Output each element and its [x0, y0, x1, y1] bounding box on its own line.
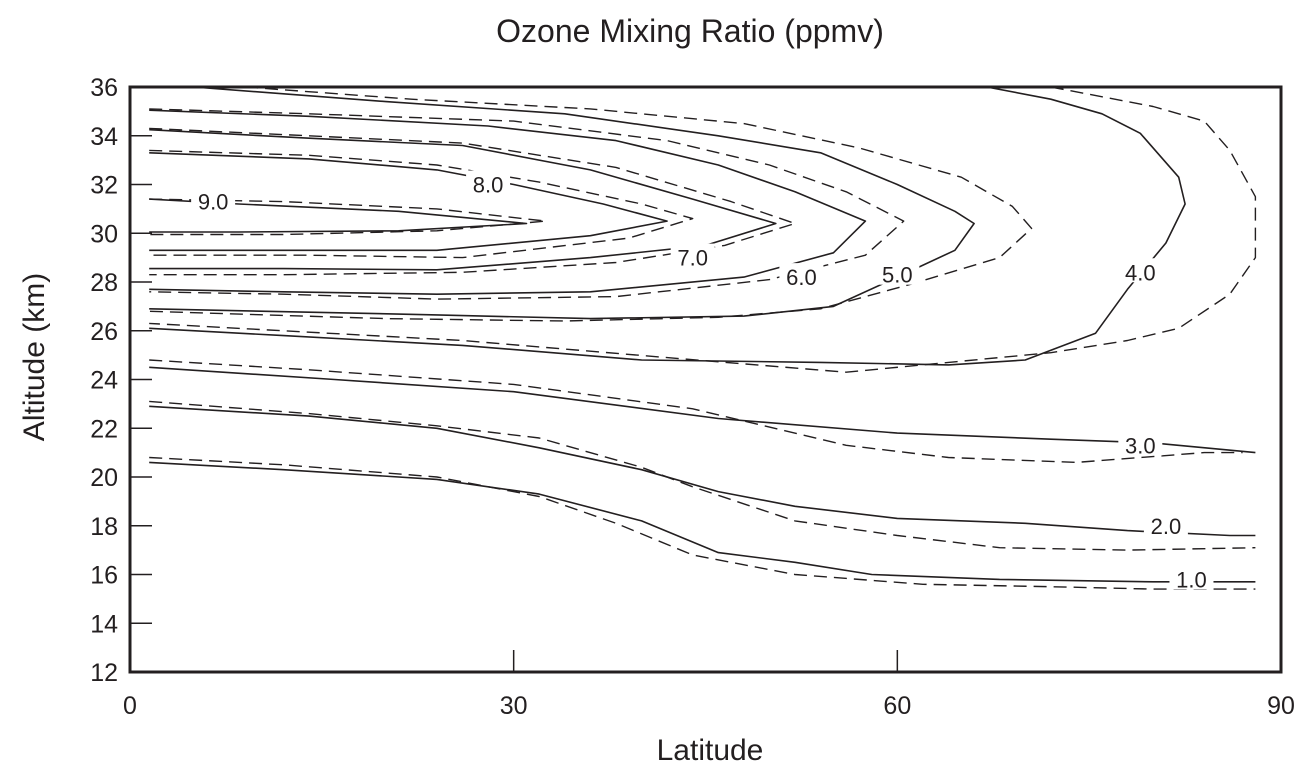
contour-label-3-0: 3.0 — [1125, 433, 1156, 458]
y-tick-label: 28 — [90, 269, 118, 297]
contour-7-0-dashed — [149, 127, 796, 276]
contour-6-0-dashed — [149, 108, 905, 300]
contour-label-bg — [670, 243, 715, 268]
x-axis: 0 30 60 90 — [123, 650, 1295, 720]
y-tick-label: 26 — [90, 318, 118, 346]
contour-4-0-dashed — [149, 86, 1257, 373]
contour-4-0-solid — [149, 86, 1186, 366]
x-axis-label: Latitude — [657, 734, 764, 764]
contour-label-bg — [1118, 258, 1163, 283]
contour-label-2-0: 2.0 — [1151, 514, 1182, 539]
plot-frame — [128, 85, 1283, 674]
contour-lines — [149, 86, 1257, 590]
x-tick-label: 30 — [500, 692, 528, 720]
contour-label-bg — [1118, 431, 1163, 456]
contour-label-6-0: 6.0 — [786, 265, 817, 290]
contour-label-5-0: 5.0 — [882, 263, 913, 288]
contour-8-0-dashed — [149, 149, 694, 259]
contour-8-0-solid — [149, 152, 668, 252]
contour-2-0-dashed — [149, 400, 1256, 551]
x-tick-label: 90 — [1267, 692, 1295, 720]
y-tick-label: 18 — [90, 513, 118, 541]
contour-5-0-dashed — [149, 86, 1033, 322]
y-tick-label: 36 — [90, 74, 118, 102]
y-tick-label: 22 — [90, 415, 118, 443]
contour-label-9-0: 9.0 — [198, 190, 229, 215]
contour-label-4-0: 4.0 — [1125, 260, 1156, 285]
y-tick-label: 34 — [90, 123, 118, 151]
contour-label-bg — [1169, 565, 1214, 590]
contour-3-0-solid — [149, 366, 1256, 454]
y-tick-label: 12 — [90, 659, 118, 687]
contour-labels: 9.0 8.0 7.0 6.0 5.0 4.0 3.0 2.0 1.0 — [191, 170, 1214, 592]
contour-label-bg — [191, 187, 236, 212]
y-tick-label: 20 — [90, 464, 118, 492]
x-tick-label: 60 — [883, 692, 911, 720]
y-tick-label: 32 — [90, 172, 118, 200]
contour-label-bg — [1143, 511, 1188, 536]
y-axis-label: Altitude (km) — [18, 273, 51, 441]
contour-1-0-dashed — [149, 456, 1256, 590]
contour-label-8-0: 8.0 — [473, 173, 504, 198]
contour-7-0-solid — [149, 128, 777, 271]
y-tick-label: 16 — [90, 562, 118, 590]
contour-3-0-dashed — [149, 359, 1243, 464]
contour-label-bg — [466, 170, 511, 195]
y-axis: 12 14 16 18 20 22 24 26 28 30 32 34 36 — [90, 74, 152, 687]
contour-6-0-solid — [149, 109, 867, 295]
chart-title: Ozone Mixing Ratio (ppmv) — [496, 13, 884, 49]
contour-label-bg — [779, 263, 824, 288]
contour-label-7-0: 7.0 — [677, 246, 708, 271]
x-tick-label: 0 — [123, 692, 137, 720]
y-tick-label: 24 — [90, 367, 118, 395]
contour-label-1-0: 1.0 — [1176, 567, 1207, 592]
y-tick-label: 14 — [90, 610, 118, 638]
contour-label-bg — [875, 260, 920, 285]
contour-1-0-solid — [149, 461, 1256, 583]
contour-9-0-solid — [149, 198, 528, 233]
contour-5-0-solid — [149, 86, 975, 320]
y-tick-label: 30 — [90, 220, 118, 248]
